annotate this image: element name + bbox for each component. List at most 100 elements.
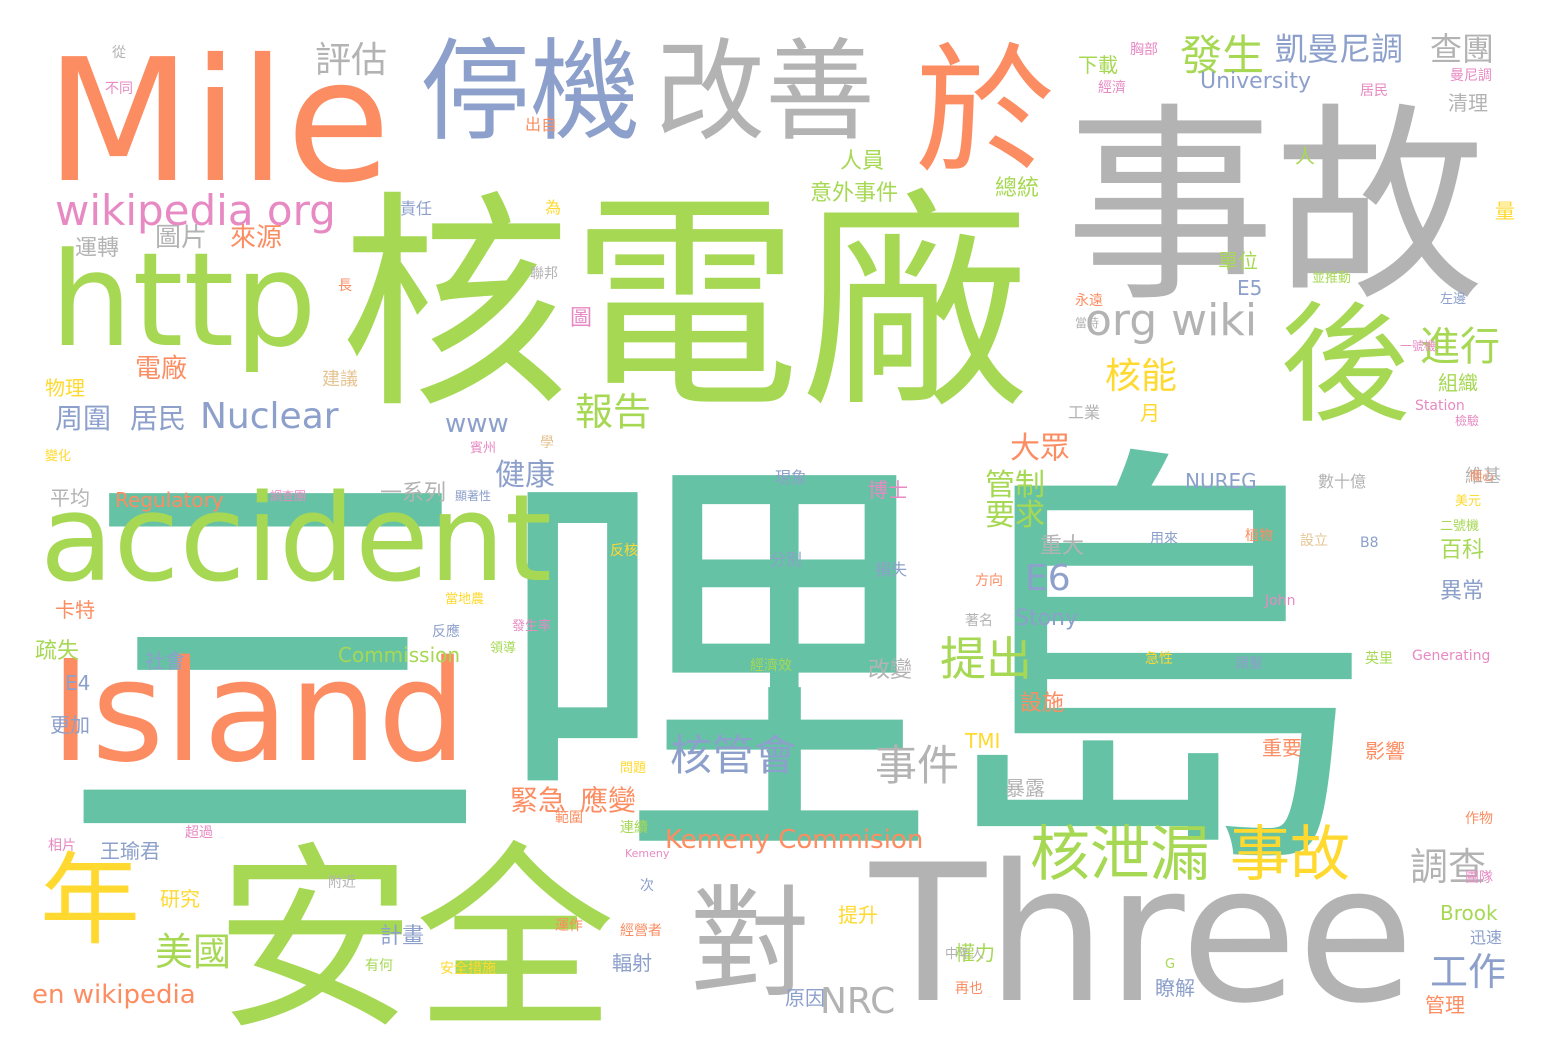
word: 當地農 bbox=[445, 592, 484, 607]
word: Island bbox=[50, 631, 467, 794]
word: 連續 bbox=[620, 820, 648, 836]
word: 數十億 bbox=[1318, 472, 1366, 491]
word: G bbox=[1165, 957, 1175, 972]
word: 頭髮 bbox=[1235, 656, 1263, 672]
word: 工業 bbox=[1068, 403, 1100, 422]
word: 研究 bbox=[160, 887, 200, 911]
word: Generating bbox=[1412, 648, 1490, 664]
word: 瞭解 bbox=[1155, 976, 1195, 1000]
word: 用來 bbox=[1150, 531, 1178, 547]
word: 永遠 bbox=[1075, 293, 1103, 309]
word: 反應 bbox=[432, 623, 460, 640]
word: 緊急 bbox=[510, 784, 566, 817]
word: 管制 bbox=[985, 468, 1045, 503]
word: 作物 bbox=[1465, 811, 1493, 827]
word: 凱曼尼調 bbox=[1275, 30, 1403, 68]
word: 發生 bbox=[1180, 31, 1264, 80]
word: 曼尼調 bbox=[1450, 68, 1492, 84]
word: 發生率 bbox=[512, 618, 551, 634]
word: 於 bbox=[915, 31, 1055, 194]
word: 平均 bbox=[50, 486, 90, 510]
word: 總統 bbox=[995, 176, 1039, 201]
word: 工作 bbox=[1430, 950, 1506, 994]
word: 為 bbox=[545, 198, 561, 217]
word: 居民 bbox=[1360, 83, 1388, 99]
word: 改變 bbox=[868, 658, 912, 683]
word: 權力 bbox=[955, 941, 995, 965]
word: 提出 bbox=[940, 632, 1032, 686]
word: Three bbox=[869, 824, 1414, 1045]
word: 美元 bbox=[1455, 494, 1481, 509]
word: 管理 bbox=[1425, 993, 1465, 1017]
word: 王瑜君 bbox=[100, 839, 160, 863]
word: 建議 bbox=[322, 369, 358, 390]
word: 對 bbox=[690, 875, 810, 1014]
word: 經濟 bbox=[1098, 80, 1126, 96]
word: TMI bbox=[964, 729, 1000, 753]
word: 居民 bbox=[130, 402, 186, 435]
word: 經營者 bbox=[620, 923, 662, 939]
word: 事故 bbox=[1065, 85, 1485, 330]
word: 核電廠 bbox=[340, 173, 1030, 440]
word: 維基 bbox=[1465, 466, 1501, 487]
word: 安全措施 bbox=[440, 960, 496, 977]
word: 一系列 bbox=[380, 481, 446, 506]
word: 物理 bbox=[45, 376, 85, 400]
word: 年 bbox=[40, 842, 140, 959]
word: 左邊 bbox=[1440, 292, 1466, 307]
word: 圖片 bbox=[155, 223, 207, 253]
word: 輻射 bbox=[612, 951, 652, 975]
word: 暴露 bbox=[1005, 776, 1045, 800]
word: 圖 bbox=[570, 306, 592, 331]
word: 影響 bbox=[1365, 739, 1405, 763]
word: 中年人 bbox=[945, 947, 984, 962]
word: E5 bbox=[1237, 276, 1262, 300]
word: 不同 bbox=[105, 81, 133, 97]
word: 從 bbox=[112, 45, 126, 61]
word: www bbox=[445, 409, 509, 439]
word: 長 bbox=[338, 278, 352, 294]
word: 要求 bbox=[985, 498, 1045, 533]
word: 檢驗 bbox=[1455, 413, 1479, 428]
word: 健康 bbox=[495, 458, 555, 493]
word: 顯著性 bbox=[455, 489, 491, 503]
word: 人 bbox=[1295, 144, 1315, 168]
word: E4 bbox=[65, 671, 90, 695]
word: 領導 bbox=[490, 640, 516, 656]
word: 並推動 bbox=[1312, 271, 1351, 286]
word: Kemeny Commision bbox=[665, 825, 923, 855]
word: Nuclear bbox=[200, 396, 339, 437]
word: NRC bbox=[820, 981, 895, 1022]
word: John bbox=[1264, 593, 1295, 609]
word: 團隊 bbox=[1465, 870, 1493, 886]
word: 卡特 bbox=[55, 598, 95, 622]
word: 當時 bbox=[1075, 316, 1099, 330]
word: 運轉 bbox=[75, 236, 119, 261]
word: 迅速 bbox=[1470, 928, 1502, 947]
word: 下載 bbox=[1078, 53, 1118, 77]
word: 美國 bbox=[155, 930, 231, 974]
word: 胸部 bbox=[1130, 42, 1158, 58]
word: 提升 bbox=[838, 903, 878, 927]
word: 設立 bbox=[1300, 533, 1328, 549]
word: 運作 bbox=[555, 918, 583, 934]
word: org wiki bbox=[1085, 295, 1257, 346]
word: 組織 bbox=[1438, 371, 1478, 395]
word: 範圍 bbox=[555, 809, 583, 826]
word: 設施 bbox=[1020, 691, 1064, 716]
word: 社會 bbox=[145, 649, 185, 673]
word: 變化 bbox=[45, 448, 71, 464]
word: 報告 bbox=[575, 390, 651, 434]
word: 評估 bbox=[315, 40, 387, 81]
word: 異常 bbox=[1440, 579, 1484, 604]
word: 有何 bbox=[365, 958, 393, 974]
word: 百科 bbox=[1440, 538, 1484, 563]
word: B8 bbox=[1360, 535, 1379, 551]
word: 損失 bbox=[875, 560, 907, 579]
word: 現象 bbox=[775, 468, 807, 487]
word: 周圍 bbox=[55, 402, 111, 435]
word: Commission bbox=[338, 643, 460, 667]
word: 調查團 bbox=[270, 489, 306, 503]
